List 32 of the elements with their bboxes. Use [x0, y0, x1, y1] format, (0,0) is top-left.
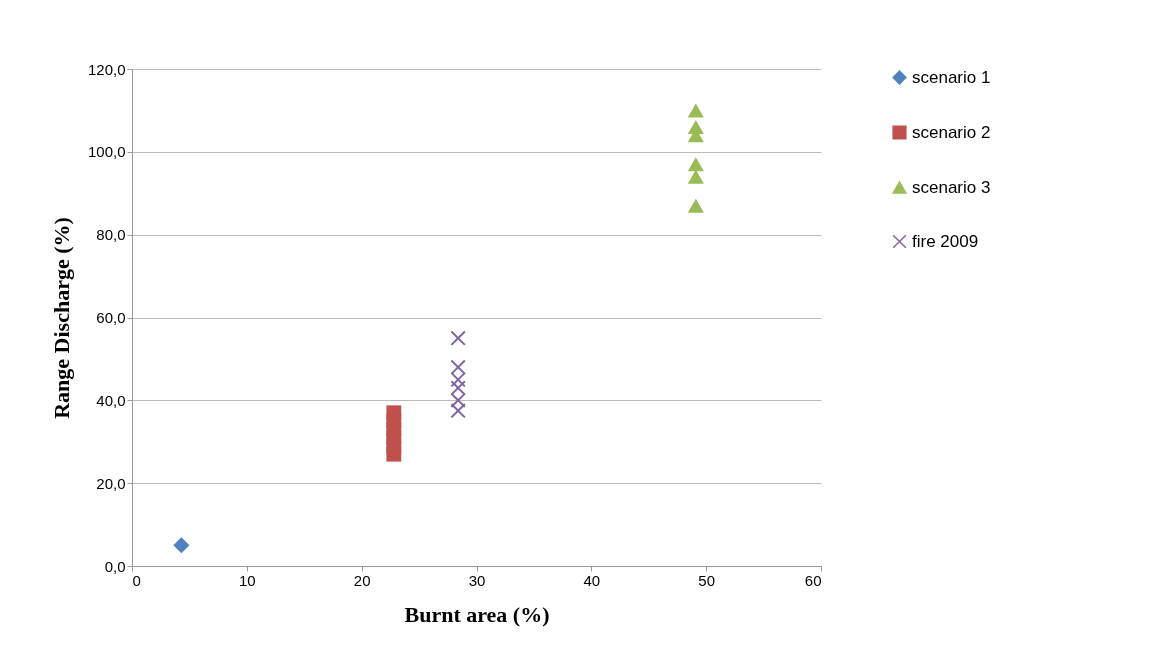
- point: [450, 359, 466, 375]
- x-tick-label: 10: [238, 571, 256, 589]
- point: [450, 402, 466, 419]
- point: [450, 380, 466, 396]
- point: [687, 157, 704, 172]
- point: [687, 103, 704, 118]
- y-tick-label: 80,0: [96, 226, 126, 244]
- x-tick-label: 60: [804, 571, 822, 589]
- point: [386, 405, 402, 421]
- x-tick-label: 40: [583, 571, 601, 589]
- x-tick-label: 50: [698, 571, 716, 589]
- y-tick-label: 120,0: [87, 60, 126, 78]
- point: [687, 169, 704, 184]
- x-tick-label: 0: [132, 571, 141, 589]
- y-tick-label: 20,0: [96, 474, 126, 492]
- point: [450, 330, 466, 346]
- legend-label: fire 2009: [912, 231, 979, 251]
- legend-label: scenario 3: [912, 177, 991, 197]
- legend-label: scenario 2: [912, 122, 991, 142]
- y-tick-label: 40,0: [96, 391, 126, 409]
- y-tick-label: 100,0: [87, 143, 126, 161]
- y-tick-label: 0,0: [104, 557, 126, 575]
- x-tick-label: 30: [468, 571, 486, 589]
- point: [173, 537, 190, 554]
- point: [450, 392, 466, 409]
- y-axis-title: Range Discharge (%): [48, 217, 74, 419]
- x-axis-title: Burnt area (%): [404, 601, 550, 627]
- point: [687, 198, 704, 213]
- point: [450, 371, 466, 388]
- x-tick-label: 20: [353, 571, 371, 589]
- y-tick-label: 60,0: [96, 309, 126, 326]
- legend-label: scenario 1: [912, 67, 991, 87]
